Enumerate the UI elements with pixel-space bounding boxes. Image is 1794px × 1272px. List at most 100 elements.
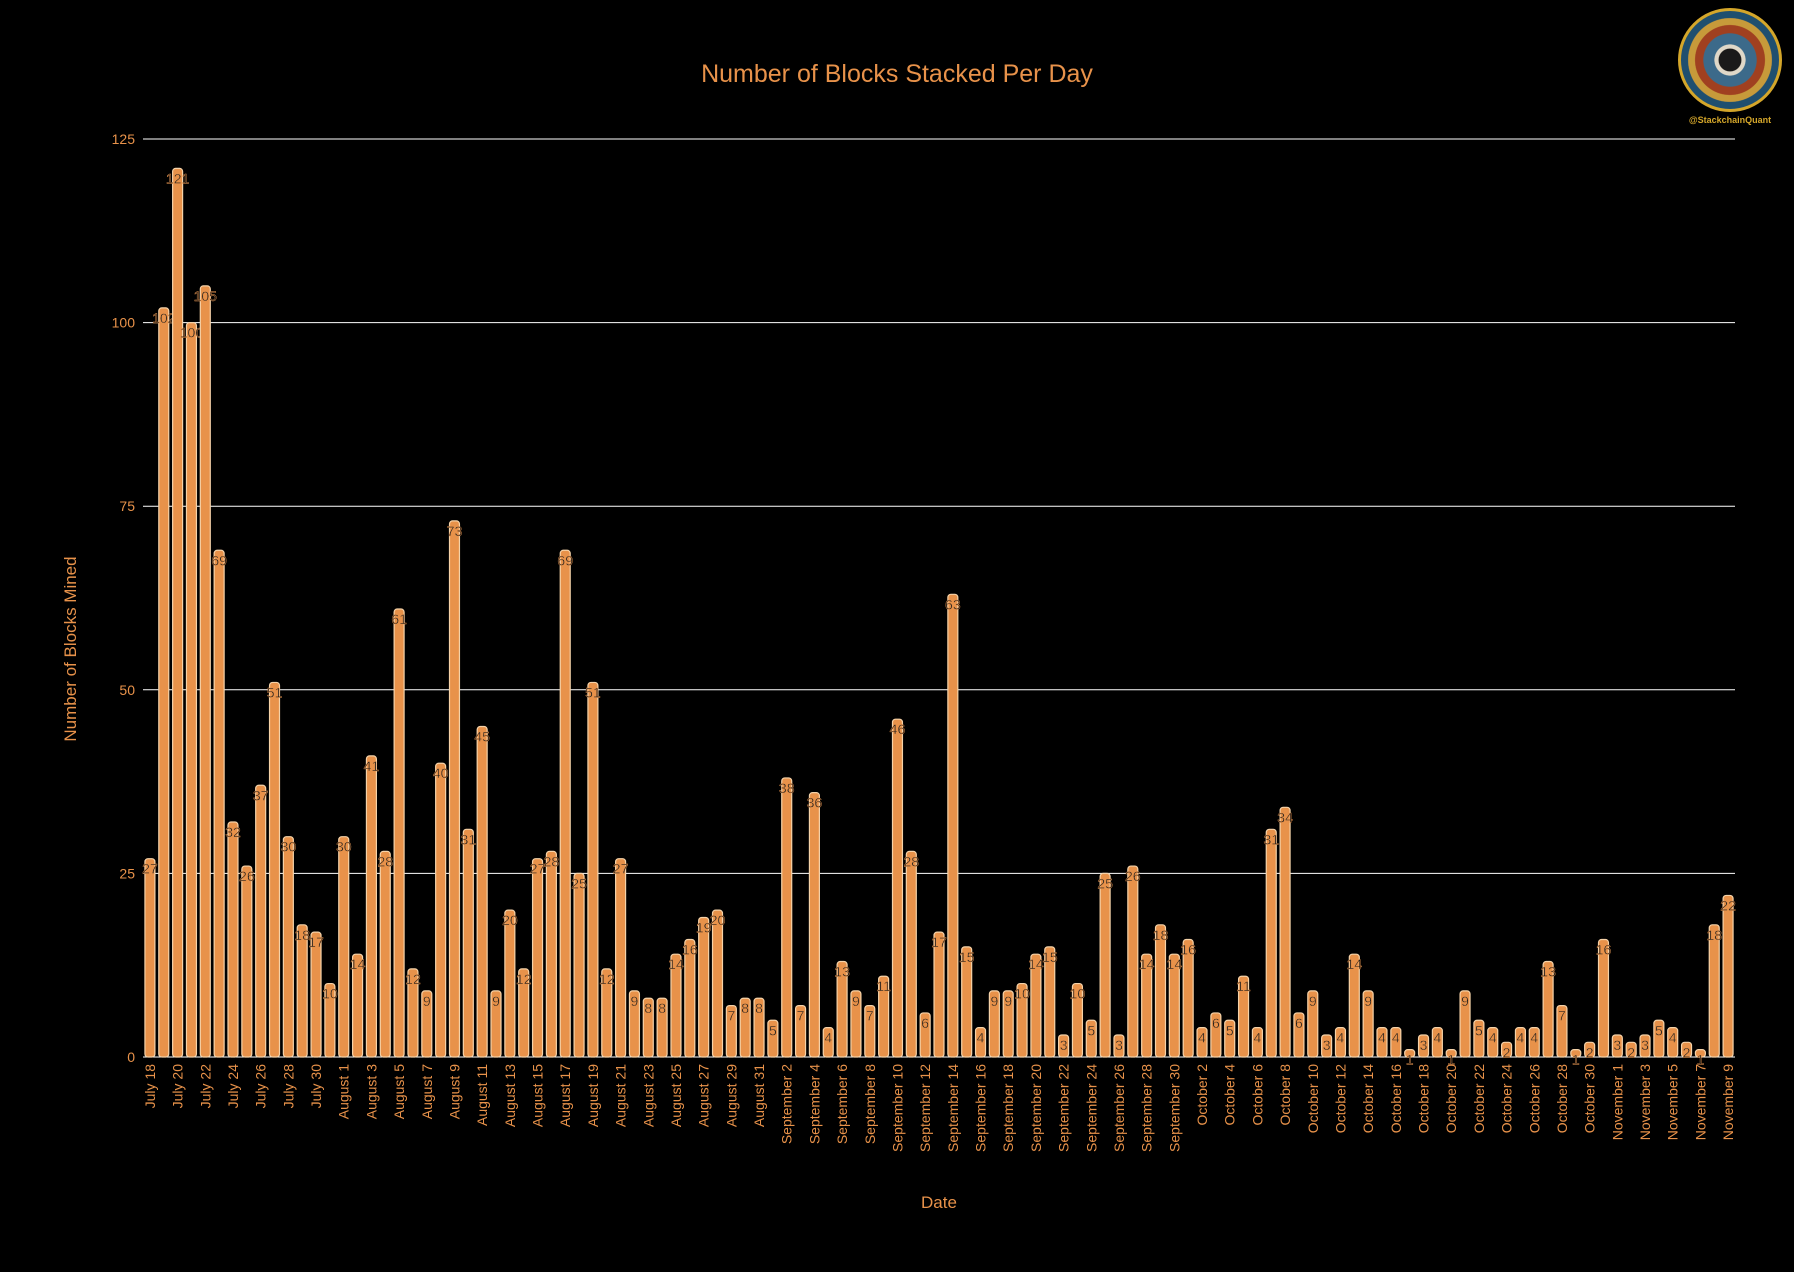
bar-value-label: 2	[1503, 1044, 1511, 1060]
bar-value-label: 2	[1586, 1044, 1594, 1060]
x-tick-label: November 9	[1720, 1064, 1736, 1140]
bar	[1141, 953, 1153, 1058]
x-tick-label: September 28	[1139, 1064, 1155, 1152]
x-tick-label: August 31	[751, 1064, 767, 1127]
bar-value-label: 63	[945, 596, 961, 612]
bar-value-label: 20	[710, 912, 726, 928]
bar-value-label: 14	[350, 956, 366, 972]
bar	[1417, 1034, 1430, 1058]
bar	[1667, 1027, 1679, 1058]
bar-value-label: 4	[824, 1030, 832, 1046]
bar	[698, 916, 710, 1058]
x-tick-label: July 28	[280, 1064, 296, 1109]
bar	[531, 858, 544, 1058]
bar	[753, 997, 765, 1058]
bar	[1404, 1049, 1416, 1058]
bar-value-label: 3	[1115, 1037, 1123, 1053]
bar-value-label: 11	[876, 978, 891, 994]
bar-value-label: 4	[1489, 1030, 1497, 1046]
bar	[850, 990, 862, 1058]
bar-value-label: 9	[1364, 993, 1372, 1009]
bar	[878, 975, 890, 1058]
y-axis-label: Number of Blocks Mined	[61, 556, 80, 741]
bar	[1362, 990, 1374, 1058]
x-tick-label: August 3	[363, 1064, 379, 1119]
bar-value-label: 4	[1530, 1030, 1538, 1046]
bar	[988, 990, 1000, 1058]
x-tick-label: August 29	[723, 1064, 739, 1127]
bar-value-label: 5	[1655, 1022, 1663, 1038]
bar	[282, 836, 294, 1058]
x-tick-label: August 9	[446, 1064, 462, 1119]
bar	[255, 784, 267, 1058]
x-tick-label: October 18	[1416, 1064, 1432, 1133]
y-tick-label: 75	[119, 498, 135, 514]
x-axis-label: Date	[921, 1193, 957, 1212]
x-tick-label: August 15	[530, 1064, 546, 1127]
bar-value-label: 16	[682, 941, 698, 957]
bar	[1044, 946, 1056, 1058]
bar	[172, 167, 184, 1058]
bar-value-label: 9	[990, 993, 998, 1009]
bar-value-label: 15	[959, 949, 975, 965]
bar-value-label: 26	[1125, 868, 1141, 884]
bar-value-label: 8	[755, 1000, 763, 1016]
bar	[241, 865, 253, 1058]
bar-value-label: 13	[834, 964, 850, 980]
x-tick-label: September 20	[1028, 1064, 1044, 1152]
bar	[1597, 938, 1610, 1058]
bar-value-label: 18	[294, 927, 310, 943]
bar	[711, 909, 724, 1058]
x-tick-label: September 18	[1000, 1064, 1016, 1152]
x-tick-label: October 14	[1360, 1064, 1376, 1133]
bar	[1680, 1041, 1693, 1058]
bar-value-label: 4	[1517, 1030, 1525, 1046]
bar	[1570, 1049, 1582, 1058]
bar	[1113, 1034, 1125, 1058]
x-tick-label: October 30	[1582, 1064, 1598, 1133]
bar	[1210, 1012, 1222, 1058]
bar-value-label: 30	[281, 839, 297, 855]
bar-value-label: 10	[1070, 986, 1086, 1002]
bar-value-label: 16	[1180, 941, 1196, 957]
x-tick-label: October 8	[1277, 1064, 1293, 1126]
bar-value-label: 26	[239, 868, 255, 884]
bar	[268, 681, 281, 1058]
bar-value-label: 18	[1153, 927, 1169, 943]
bar-value-label: 5	[1087, 1022, 1095, 1038]
bar	[545, 850, 557, 1058]
bar-value-label: 45	[474, 729, 490, 745]
bar	[1473, 1019, 1485, 1058]
x-tick-label: September 26	[1111, 1064, 1127, 1152]
x-tick-label: November 7	[1692, 1064, 1708, 1140]
x-tick-label: October 20	[1443, 1064, 1459, 1133]
x-tick-label: September 24	[1083, 1064, 1099, 1152]
x-tick-label: October 26	[1526, 1064, 1542, 1133]
bar	[379, 850, 391, 1058]
x-axis-ticks: July 18 July 20 July 22 July 24 July 26 July …	[142, 1064, 1736, 1152]
bar-value-label: 11	[1236, 978, 1251, 994]
bar	[947, 593, 959, 1058]
bar-value-label: 25	[571, 875, 587, 891]
bar-value-label: 102	[152, 310, 176, 326]
x-tick-label: July 18	[142, 1064, 158, 1109]
bar-value-label: 4	[1337, 1030, 1345, 1046]
bar-value-label: 3	[1323, 1037, 1331, 1053]
bar	[296, 924, 308, 1058]
bar	[891, 718, 904, 1058]
x-tick-label: October 10	[1305, 1064, 1321, 1133]
bar-value-label: 20	[502, 912, 518, 928]
x-tick-label: August 27	[696, 1064, 712, 1127]
bar-value-label: 3	[1641, 1037, 1649, 1053]
bar	[421, 990, 433, 1058]
bar-value-label: 27	[530, 861, 546, 877]
bar	[1127, 865, 1139, 1058]
bar	[1722, 894, 1734, 1058]
x-tick-label: August 7	[419, 1064, 435, 1119]
bar-value-label: 27	[613, 861, 629, 877]
bar	[1293, 1012, 1305, 1058]
x-tick-label: July 30	[308, 1064, 324, 1109]
bar-value-label: 36	[807, 795, 823, 811]
x-tick-label: August 21	[613, 1064, 629, 1127]
bar	[1611, 1034, 1623, 1058]
